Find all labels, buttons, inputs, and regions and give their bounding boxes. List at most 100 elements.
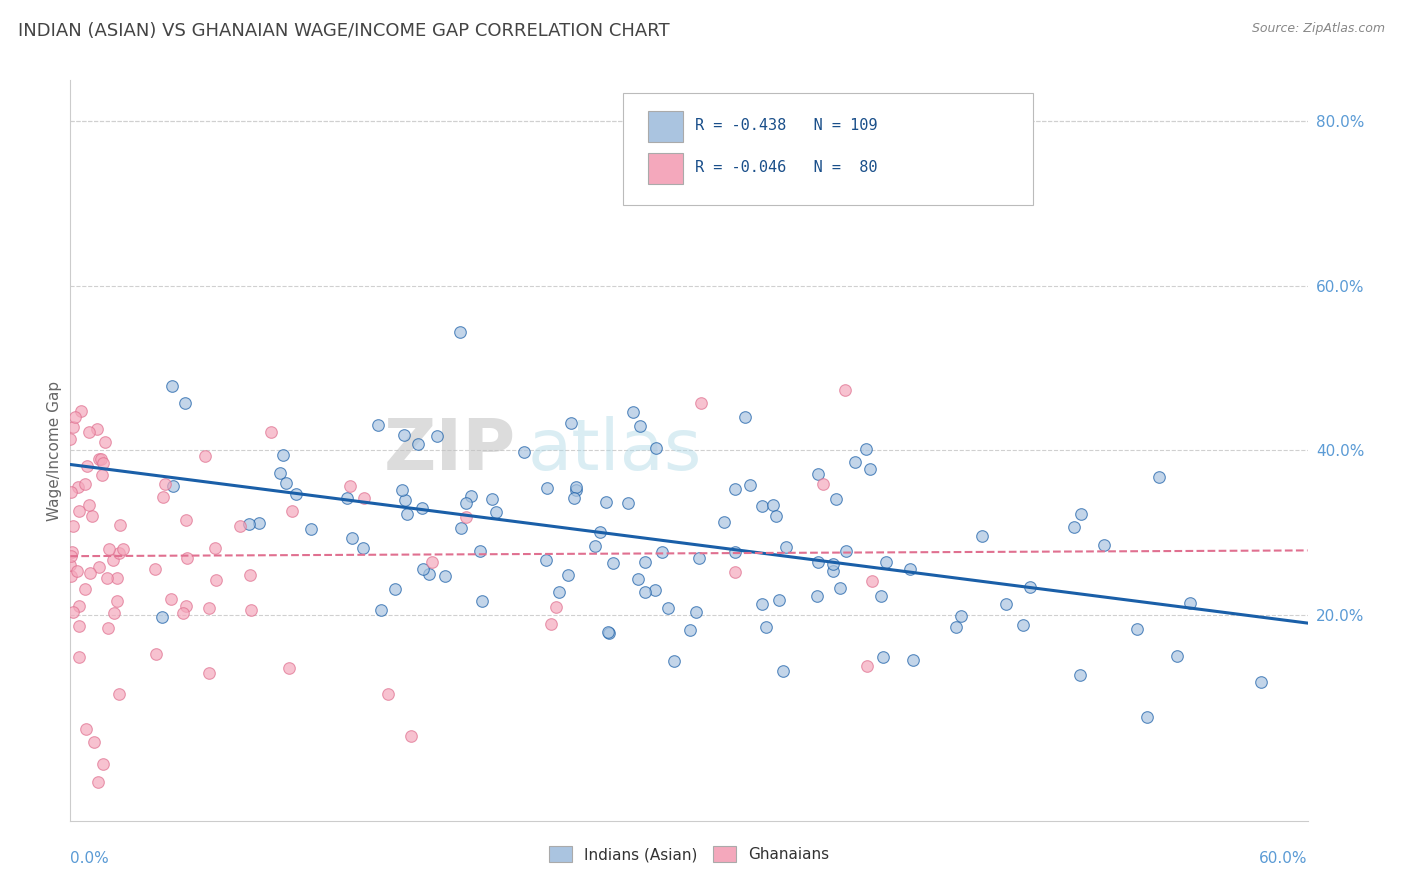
- Point: [856, 658, 879, 673]
- Point: [96, 621, 118, 635]
- Point: [176, 551, 198, 566]
- Point: [713, 515, 735, 529]
- Text: 0.0%: 0.0%: [70, 851, 110, 866]
- Point: [89, 452, 111, 467]
- Point: [1070, 508, 1092, 522]
- Point: [546, 599, 568, 614]
- Point: [111, 542, 134, 557]
- Point: [651, 545, 673, 559]
- Point: [627, 572, 650, 586]
- Point: [198, 666, 221, 681]
- Point: [153, 476, 176, 491]
- Point: [86, 422, 108, 436]
- Point: [454, 496, 477, 510]
- Point: [67, 650, 90, 665]
- Point: [835, 544, 858, 558]
- Point: [724, 545, 747, 559]
- Point: [765, 508, 787, 523]
- Point: [77, 499, 100, 513]
- Point: [583, 539, 606, 553]
- Point: [970, 529, 993, 543]
- Point: [62, 605, 84, 619]
- Point: [560, 417, 582, 431]
- Point: [420, 555, 443, 569]
- Point: [617, 496, 640, 510]
- Point: [277, 661, 299, 675]
- Point: [336, 491, 359, 505]
- Point: [460, 489, 482, 503]
- Point: [108, 687, 131, 701]
- Point: [67, 504, 90, 518]
- Point: [547, 585, 569, 599]
- Point: [628, 419, 651, 434]
- Point: [471, 594, 494, 608]
- Point: [1012, 617, 1035, 632]
- Point: [394, 492, 416, 507]
- Point: [79, 566, 101, 580]
- Point: [589, 525, 612, 540]
- Point: [96, 571, 118, 585]
- Y-axis label: Wage/Income Gap: Wage/Income Gap: [46, 380, 62, 521]
- Text: atlas: atlas: [529, 416, 703, 485]
- Point: [772, 665, 794, 679]
- Point: [70, 403, 93, 417]
- Point: [285, 486, 308, 500]
- Point: [1092, 538, 1115, 552]
- Point: [67, 619, 90, 633]
- Point: [481, 491, 503, 506]
- Point: [90, 451, 112, 466]
- Point: [260, 425, 283, 440]
- Point: [872, 650, 894, 665]
- Point: [150, 610, 173, 624]
- Point: [93, 757, 115, 772]
- Point: [1136, 710, 1159, 724]
- Point: [108, 546, 131, 560]
- Point: [825, 492, 848, 507]
- Point: [370, 603, 392, 617]
- Point: [740, 477, 762, 491]
- Point: [367, 418, 389, 433]
- Point: [143, 562, 166, 576]
- Point: [204, 541, 226, 555]
- Point: [412, 562, 434, 576]
- Point: [821, 557, 844, 571]
- Point: [342, 531, 364, 545]
- Point: [595, 495, 617, 509]
- Point: [60, 545, 83, 559]
- Point: [1250, 674, 1272, 689]
- Point: [391, 483, 413, 497]
- Point: [75, 476, 97, 491]
- Point: [62, 420, 84, 434]
- Point: [91, 456, 114, 470]
- Point: [598, 625, 620, 640]
- Point: [66, 564, 89, 578]
- Point: [454, 509, 477, 524]
- Point: [768, 593, 790, 607]
- Point: [87, 560, 110, 574]
- Point: [1069, 668, 1091, 682]
- Point: [108, 517, 131, 532]
- Point: [811, 476, 834, 491]
- Point: [66, 480, 89, 494]
- Point: [60, 485, 83, 500]
- Point: [662, 654, 685, 668]
- Point: [602, 556, 624, 570]
- Point: [644, 582, 666, 597]
- Point: [94, 435, 117, 450]
- Point: [339, 478, 361, 492]
- Point: [299, 522, 322, 536]
- Point: [690, 395, 713, 409]
- Text: 60.0%: 60.0%: [1260, 851, 1308, 866]
- Point: [394, 428, 416, 442]
- Point: [271, 448, 294, 462]
- Text: Source: ZipAtlas.com: Source: ZipAtlas.com: [1251, 22, 1385, 36]
- Point: [1019, 580, 1042, 594]
- Point: [229, 518, 252, 533]
- Point: [557, 567, 579, 582]
- Point: [426, 429, 449, 443]
- Point: [823, 564, 845, 578]
- Point: [162, 379, 184, 393]
- Point: [198, 601, 221, 615]
- Text: INDIAN (ASIAN) VS GHANAIAN WAGE/INCOME GAP CORRELATION CHART: INDIAN (ASIAN) VS GHANAIAN WAGE/INCOME G…: [18, 22, 669, 40]
- Point: [807, 555, 830, 569]
